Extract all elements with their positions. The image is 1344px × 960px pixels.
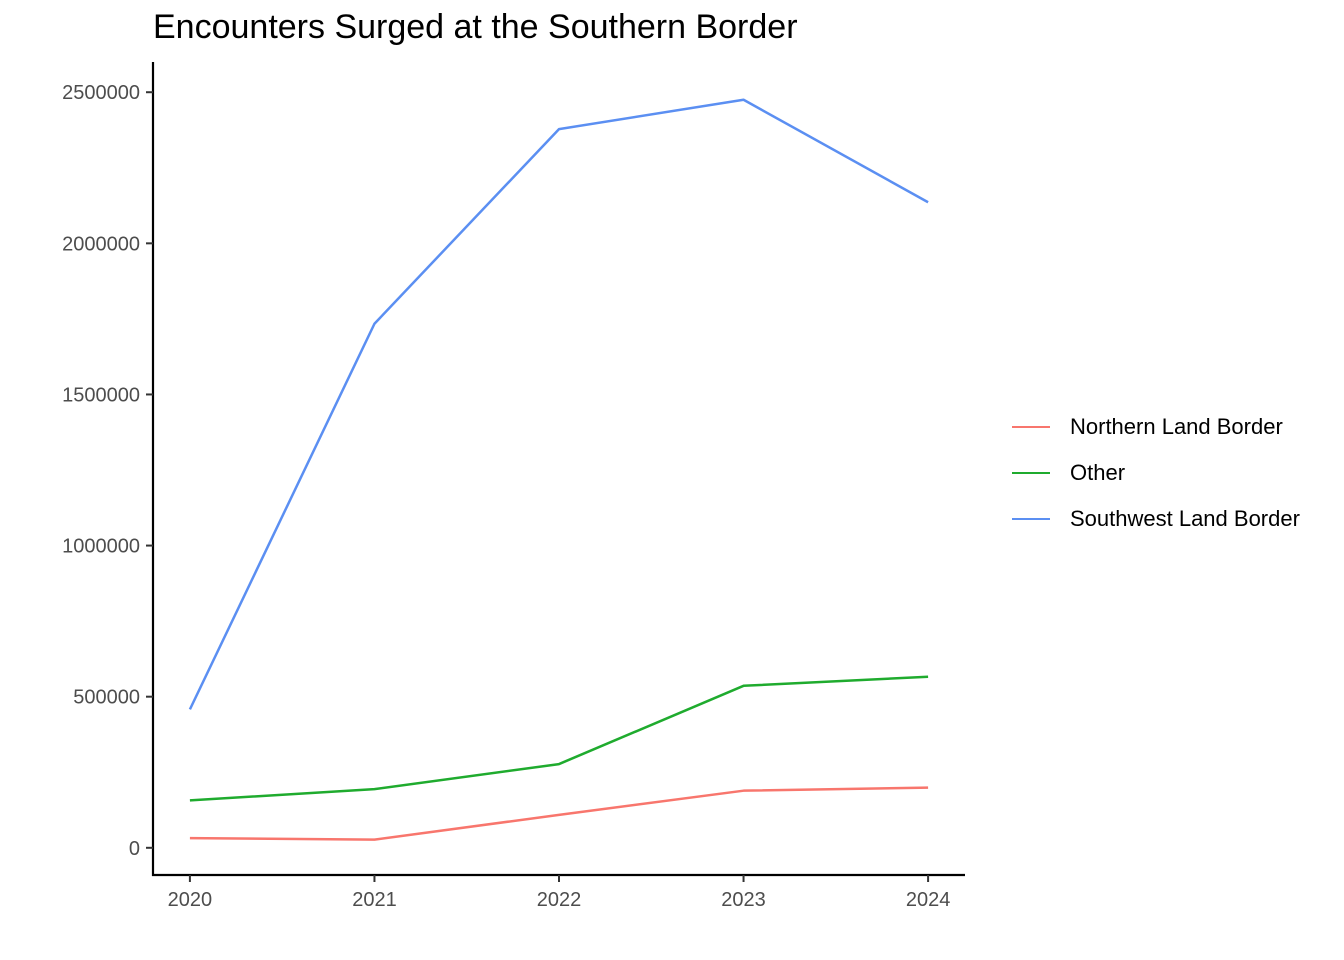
x-tick-label: 2021 [352,889,397,911]
legend-item-southwest: Southwest Land Border [1012,496,1300,542]
x-tick-label: 2024 [906,889,951,911]
legend-swatch-other [1012,471,1050,475]
x-tick-label: 2020 [168,889,213,911]
x-tick-label: 2023 [721,889,766,911]
legend-item-other: Other [1012,450,1300,496]
y-tick-label: 2500000 [62,82,140,104]
x-tick-label: 2022 [537,889,582,911]
y-tick-label: 0 [129,838,140,860]
legend-label-other: Other [1070,460,1126,485]
legend-label-northern: Northern Land Border [1070,414,1283,439]
legend-swatch-northern [1012,425,1050,429]
series-line-northern-land-border [189,786,929,841]
legend: Northern Land Border Other Southwest Lan… [1012,404,1300,542]
y-tick-label: 1000000 [62,536,140,558]
legend-label-southwest: Southwest Land Border [1070,506,1300,531]
y-tick-label: 2000000 [62,233,140,255]
y-tick-label: 500000 [73,687,140,709]
legend-item-northern: Northern Land Border [1012,404,1300,450]
legend-swatch-southwest [1012,517,1050,521]
y-tick-label: 1500000 [62,384,140,406]
series-line-southwest-land-border [188,98,929,710]
chart-title: Encounters Surged at the Southern Border [153,8,798,46]
series-line-other [189,675,929,802]
